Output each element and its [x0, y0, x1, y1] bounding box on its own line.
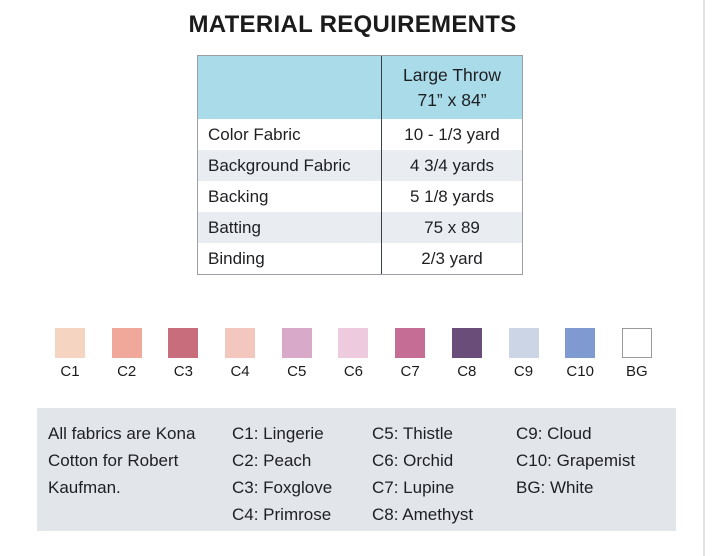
fabric-swatch-strip: C1 C2 C3 C4 C5 C6 C7 C8 C9 C10 BG — [55, 328, 652, 380]
swatch-c2-label: C2 — [117, 363, 137, 380]
swatch-bg: BG — [621, 328, 652, 380]
swatch-c8-color — [451, 328, 482, 358]
swatch-c3-label: C3 — [173, 363, 193, 380]
legend-note-line: Kaufman. — [48, 478, 121, 497]
row-value: 2/3 yard — [421, 248, 483, 268]
legend-note-line: All fabrics are Kona — [48, 424, 196, 443]
legend-column-3: C9: Cloud C10: Grapemist BG: White — [516, 420, 635, 501]
swatch-c7-label: C7 — [400, 363, 420, 380]
row-value: 5 1/8 yards — [409, 186, 495, 206]
swatch-c1-color — [55, 328, 85, 358]
swatch-c2-color — [111, 328, 142, 358]
legend-entry-c1: C1: Lingerie — [232, 424, 324, 443]
row-label: Backing — [198, 181, 382, 212]
table-header-empty-cell — [198, 56, 382, 119]
table-row-color-fabric: Color Fabric 10 - 1/3 yard — [198, 119, 522, 150]
swatch-c7-color — [395, 328, 426, 358]
legend-entry-c7: C7: Lupine — [372, 478, 455, 497]
swatch-c10-color — [565, 328, 596, 358]
swatch-c4-color — [225, 328, 256, 358]
row-label: Batting — [198, 212, 382, 243]
swatch-bg-color — [621, 328, 652, 358]
legend-note: All fabrics are Kona Cotton for Robert K… — [48, 420, 230, 501]
legend-note-line: Cotton for Robert — [48, 451, 179, 470]
swatch-c9: C9 — [508, 328, 539, 380]
table-header-size-cell: Large Throw 71” x 84” — [382, 56, 522, 119]
swatch-c4-label: C4 — [230, 363, 250, 380]
legend-column-2: C5: Thistle C6: Orchid C7: Lupine C8: Am… — [372, 420, 473, 528]
fabric-legend-box: All fabrics are Kona Cotton for Robert K… — [37, 408, 676, 531]
swatch-c5-label: C5 — [287, 363, 307, 380]
size-label-line2: 71” x 84” — [417, 89, 487, 110]
swatch-c3: C3 — [168, 328, 199, 380]
page-edge-shadow — [703, 0, 705, 556]
swatch-c8-label: C8 — [457, 363, 477, 380]
row-label: Binding — [198, 243, 382, 274]
swatch-c5: C5 — [281, 328, 312, 380]
table-row-binding: Binding 2/3 yard — [198, 243, 522, 274]
legend-entry-c10: C10: Grapemist — [516, 451, 636, 470]
table-row-background-fabric: Background Fabric 4 3/4 yards — [198, 150, 522, 181]
swatch-c8: C8 — [451, 328, 482, 380]
swatch-bg-label: BG — [626, 363, 648, 380]
legend-entry-c3: C3: Foxglove — [232, 478, 333, 497]
row-label: Background Fabric — [198, 150, 382, 181]
row-value: 75 x 89 — [382, 212, 522, 243]
size-label-line1: Large Throw — [403, 64, 501, 85]
material-requirements-table: Large Throw 71” x 84” Color Fabric 10 - … — [197, 55, 523, 275]
legend-entry-c9: C9: Cloud — [516, 424, 592, 443]
row-label: Color Fabric — [198, 119, 382, 150]
legend-entry-c5: C5: Thistle — [372, 424, 453, 443]
swatch-c1: C1 — [55, 328, 85, 380]
row-value: 10 - 1/3 yard — [404, 124, 500, 144]
legend-entry-c6: C6: Orchid — [372, 451, 454, 470]
legend-entry-bg: BG: White — [516, 478, 594, 497]
swatch-c4: C4 — [225, 328, 256, 380]
swatch-c3-color — [168, 328, 199, 358]
row-value: 4 3/4 yards — [382, 150, 522, 181]
table-row-batting: Batting 75 x 89 — [198, 212, 522, 243]
table-header-row: Large Throw 71” x 84” — [198, 56, 522, 119]
swatch-c10: C10 — [565, 328, 596, 380]
swatch-c9-color — [508, 328, 539, 358]
swatch-c6-color — [338, 328, 369, 358]
swatch-c1-label: C1 — [60, 363, 80, 380]
swatch-c7: C7 — [395, 328, 426, 380]
swatch-c5-color — [281, 328, 312, 358]
swatch-c6-label: C6 — [343, 363, 364, 380]
swatch-c6: C6 — [338, 328, 369, 380]
legend-column-1: C1: Lingerie C2: Peach C3: Foxglove C4: … — [232, 420, 332, 528]
page-title: MATERIAL REQUIREMENTS — [188, 11, 517, 38]
legend-entry-c8: C8: Amethyst — [372, 505, 474, 524]
legend-entry-c4: C4: Primrose — [232, 505, 332, 524]
swatch-c9-label: C9 — [513, 363, 534, 380]
legend-entry-c2: C2: Peach — [232, 451, 312, 470]
swatch-c2: C2 — [111, 328, 142, 380]
table-row-backing: Backing 5 1/8 yards — [198, 181, 522, 212]
swatch-c10-label: C10 — [566, 363, 594, 380]
